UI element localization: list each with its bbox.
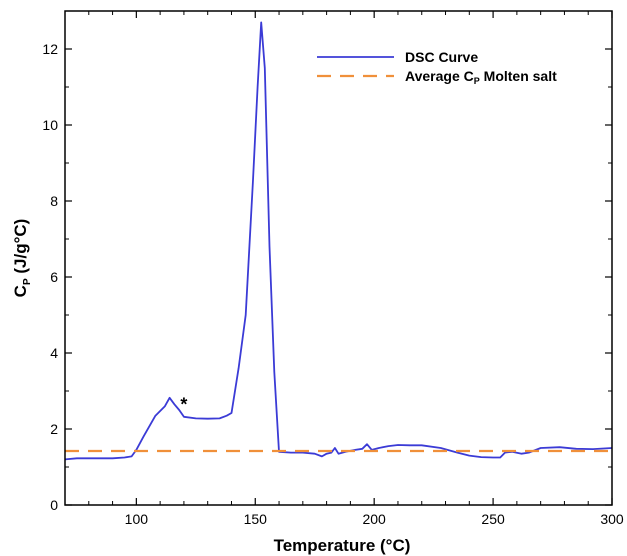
x-tick-label: 200: [362, 511, 386, 527]
y-axis-title-rest: (J/g°C): [11, 219, 30, 279]
legend-label-dsc: DSC Curve: [405, 49, 478, 65]
y-tick-label: 12: [42, 41, 58, 57]
ticks-layer: 100 150 200 250 300 0 2 4 6 8 10 12: [42, 11, 624, 527]
y-axis-title-sub: P: [22, 278, 33, 285]
y-tick-label: 2: [50, 421, 58, 437]
x-tick-label: 100: [125, 511, 149, 527]
y-axis-title-main: C: [11, 285, 30, 297]
x-tick-label: 150: [244, 511, 268, 527]
y-tick-label: 4: [50, 345, 58, 361]
series-layer: [64, 21, 613, 461]
plot-frame: [64, 10, 613, 506]
axes-layer: [64, 10, 613, 506]
y-tick-label: 10: [42, 117, 58, 133]
legend-label-average-sub: P: [474, 76, 480, 86]
y-tick-label: 0: [50, 497, 58, 513]
x-axis-title: Temperature (°C): [274, 536, 411, 555]
y-axis-title: CP (J/g°C): [11, 219, 33, 298]
y-tick-label: 8: [50, 193, 58, 209]
annotation-asterisk: *: [180, 394, 187, 414]
legend-label-average-rest: Molten salt: [480, 68, 557, 84]
legend-label-average-main: Average C: [405, 68, 474, 84]
x-tick-label: 300: [600, 511, 624, 527]
y-tick-label: 6: [50, 269, 58, 285]
series-line-0: [64, 21, 613, 461]
x-tick-label: 250: [481, 511, 505, 527]
legend-label-average: Average CP Molten salt: [405, 68, 557, 86]
legend: DSC Curve Average CP Molten salt: [317, 49, 557, 86]
